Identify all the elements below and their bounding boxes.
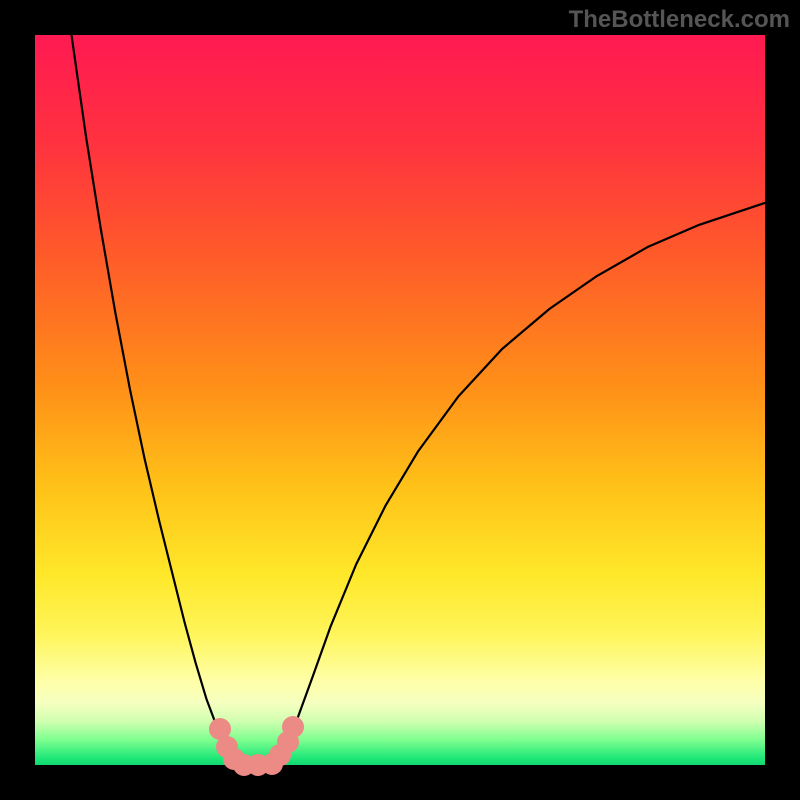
bottleneck-curve-left	[72, 35, 244, 765]
curve-layer	[35, 35, 765, 765]
chart-container: TheBottleneck.com	[0, 0, 800, 800]
plot-area	[35, 35, 765, 765]
bottleneck-curve-right	[272, 203, 765, 765]
watermark-text: TheBottleneck.com	[569, 6, 790, 34]
curve-marker	[282, 716, 304, 738]
